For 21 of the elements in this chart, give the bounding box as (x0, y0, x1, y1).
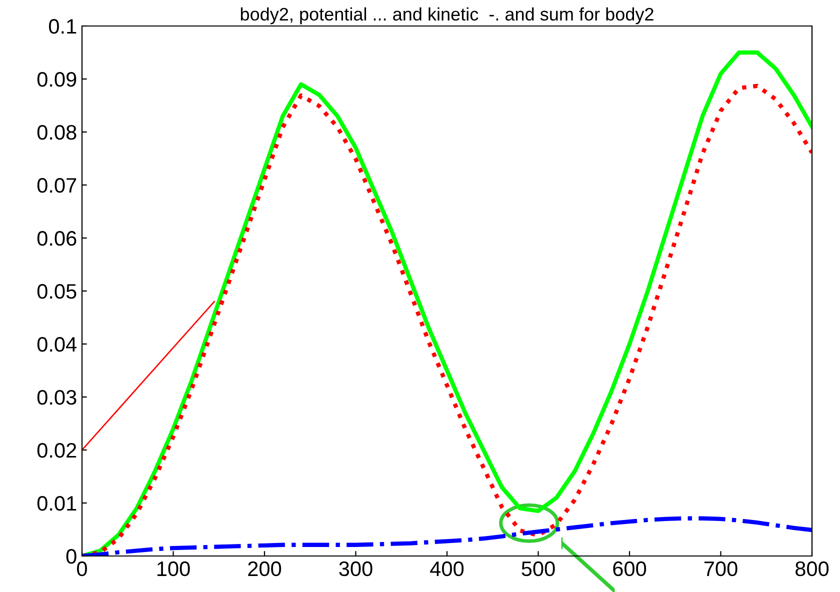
y-tick-label: 0.1 (48, 19, 76, 34)
x-tick-label: 500 (522, 561, 555, 576)
x-tick-label: 200 (248, 561, 282, 576)
y-tick-label: 0.01 (37, 496, 76, 511)
y-tick-label: 0.08 (37, 125, 76, 140)
x-tick-label: 600 (613, 561, 646, 576)
chart-title: body2, potential ... and kinetic -. and sum for body2 (240, 7, 654, 24)
x-tick-label: 800 (796, 561, 829, 576)
y-tick-label: 0 (66, 549, 76, 564)
y-tick-label: 0.05 (37, 284, 76, 299)
y-tick-label: 0.03 (37, 390, 76, 405)
y-tick-label: 0.02 (37, 443, 76, 458)
y-tick-label: 0.06 (37, 231, 76, 246)
x-tick-label: 0 (77, 561, 87, 576)
y-tick-label: 0.09 (37, 72, 76, 87)
x-tick-label: 700 (704, 561, 738, 576)
y-tick-label: 0.07 (37, 178, 76, 193)
x-tick-label: 400 (430, 561, 464, 576)
y-tick-label: 0.04 (37, 337, 77, 352)
x-tick-label: 100 (157, 561, 190, 576)
x-tick-label: 300 (339, 561, 372, 576)
